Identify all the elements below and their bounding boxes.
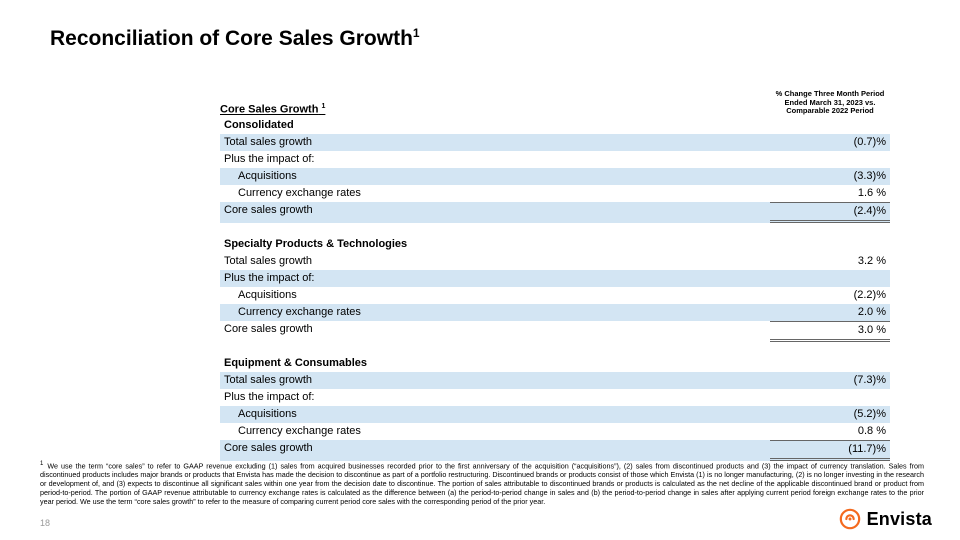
row-value: 3.2 % bbox=[770, 253, 890, 270]
table-header-row: Core Sales Growth 1 % Change Three Month… bbox=[220, 90, 890, 116]
row-label: Core sales growth bbox=[220, 202, 770, 223]
page-number: 18 bbox=[40, 518, 50, 528]
row-value: (0.7)% bbox=[770, 134, 890, 151]
section-header: Specialty Products & Technologies bbox=[220, 235, 890, 253]
brand-name: Envista bbox=[867, 509, 932, 530]
row-label: Acquisitions bbox=[220, 168, 770, 185]
row-label: Currency exchange rates bbox=[220, 304, 770, 321]
table-header-right: % Change Three Month Period Ended March … bbox=[770, 90, 890, 116]
row-value bbox=[770, 151, 890, 168]
row-value bbox=[770, 389, 890, 406]
row-value: (5.2)% bbox=[770, 406, 890, 423]
row-value bbox=[770, 270, 890, 287]
row-label: Total sales growth bbox=[220, 134, 770, 151]
table-row: Currency exchange rates1.6 % bbox=[220, 185, 890, 202]
brand-logo: Envista bbox=[839, 508, 932, 530]
table-row: Total sales growth(0.7)% bbox=[220, 134, 890, 151]
table-row: Core sales growth(11.7)% bbox=[220, 440, 890, 461]
row-value: 1.6 % bbox=[770, 185, 890, 202]
row-label: Currency exchange rates bbox=[220, 185, 770, 202]
row-label: Plus the impact of: bbox=[220, 389, 770, 406]
row-value: (11.7)% bbox=[770, 440, 890, 461]
footnote-mark: 1 bbox=[40, 461, 43, 467]
row-label: Core sales growth bbox=[220, 321, 770, 342]
table-header-left: Core Sales Growth 1 bbox=[220, 103, 770, 116]
envista-icon bbox=[839, 508, 861, 530]
row-label: Total sales growth bbox=[220, 253, 770, 270]
table-row: Total sales growth3.2 % bbox=[220, 253, 890, 270]
table-row: Acquisitions(2.2)% bbox=[220, 287, 890, 304]
row-value: (2.4)% bbox=[770, 202, 890, 223]
table-row: Core sales growth(2.4)% bbox=[220, 202, 890, 223]
page-title: Reconciliation of Core Sales Growth1 bbox=[50, 26, 420, 51]
table-row: Plus the impact of: bbox=[220, 389, 890, 406]
table-row: Core sales growth3.0 % bbox=[220, 321, 890, 342]
row-value: 0.8 % bbox=[770, 423, 890, 440]
table-row: Currency exchange rates0.8 % bbox=[220, 423, 890, 440]
title-text: Reconciliation of Core Sales Growth bbox=[50, 27, 413, 50]
table-row: Acquisitions(3.3)% bbox=[220, 168, 890, 185]
core-sales-table: Core Sales Growth 1 % Change Three Month… bbox=[220, 90, 890, 461]
row-value: (3.3)% bbox=[770, 168, 890, 185]
table-row: Currency exchange rates2.0 % bbox=[220, 304, 890, 321]
row-value: (7.3)% bbox=[770, 372, 890, 389]
header-left-sup: 1 bbox=[321, 103, 325, 110]
section-header: Equipment & Consumables bbox=[220, 354, 890, 372]
row-label: Core sales growth bbox=[220, 440, 770, 461]
row-label: Total sales growth bbox=[220, 372, 770, 389]
table-row: Plus the impact of: bbox=[220, 270, 890, 287]
row-label: Plus the impact of: bbox=[220, 270, 770, 287]
row-label: Acquisitions bbox=[220, 287, 770, 304]
row-label: Acquisitions bbox=[220, 406, 770, 423]
footnote-text: We use the term “core sales” to refer to… bbox=[40, 461, 924, 506]
row-value: 3.0 % bbox=[770, 321, 890, 342]
footnote: 1We use the term “core sales” to refer t… bbox=[40, 461, 924, 506]
title-sup: 1 bbox=[413, 26, 420, 40]
table-row: Total sales growth(7.3)% bbox=[220, 372, 890, 389]
table-row: Plus the impact of: bbox=[220, 151, 890, 168]
row-label: Currency exchange rates bbox=[220, 423, 770, 440]
row-value: 2.0 % bbox=[770, 304, 890, 321]
table-row: Acquisitions(5.2)% bbox=[220, 406, 890, 423]
row-value: (2.2)% bbox=[770, 287, 890, 304]
header-left-text: Core Sales Growth bbox=[220, 104, 318, 116]
section-header: Consolidated bbox=[220, 116, 890, 134]
row-label: Plus the impact of: bbox=[220, 151, 770, 168]
